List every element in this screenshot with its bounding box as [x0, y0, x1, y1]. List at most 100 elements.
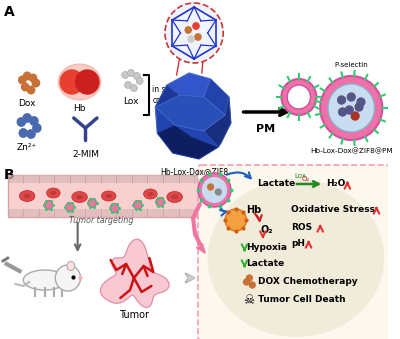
- FancyBboxPatch shape: [198, 165, 389, 339]
- Ellipse shape: [106, 194, 112, 198]
- Circle shape: [188, 36, 194, 42]
- Circle shape: [351, 112, 359, 120]
- Bar: [8, 175, 198, 217]
- Text: Tumor Cell Death: Tumor Cell Death: [258, 295, 346, 303]
- Circle shape: [88, 199, 96, 207]
- Circle shape: [357, 98, 365, 106]
- Circle shape: [355, 103, 363, 111]
- Polygon shape: [204, 79, 229, 115]
- Circle shape: [19, 129, 27, 137]
- Circle shape: [338, 96, 346, 104]
- Circle shape: [198, 173, 231, 207]
- Circle shape: [202, 177, 227, 203]
- Circle shape: [320, 76, 382, 140]
- Circle shape: [193, 23, 199, 29]
- Text: Tumor: Tumor: [119, 310, 149, 320]
- Text: Hypoxia: Hypoxia: [246, 243, 288, 253]
- Circle shape: [136, 78, 143, 84]
- Ellipse shape: [72, 192, 87, 202]
- Circle shape: [78, 276, 82, 280]
- Text: PM: PM: [256, 124, 276, 134]
- Circle shape: [208, 184, 214, 190]
- Circle shape: [134, 200, 142, 210]
- Circle shape: [122, 72, 128, 79]
- Ellipse shape: [171, 195, 178, 199]
- Circle shape: [156, 198, 164, 206]
- Circle shape: [44, 200, 53, 210]
- Circle shape: [32, 79, 40, 87]
- Polygon shape: [100, 239, 169, 307]
- Polygon shape: [155, 95, 225, 131]
- Circle shape: [244, 279, 249, 285]
- Circle shape: [30, 117, 38, 125]
- Text: H₂O₂: H₂O₂: [326, 179, 350, 188]
- Text: Hb: Hb: [246, 205, 262, 215]
- Text: ☠: ☠: [243, 294, 254, 306]
- Text: Zn²⁺: Zn²⁺: [17, 143, 37, 152]
- Text: Lox: Lox: [123, 97, 139, 106]
- Circle shape: [110, 203, 119, 213]
- Circle shape: [66, 202, 74, 212]
- Ellipse shape: [20, 191, 35, 201]
- Circle shape: [22, 83, 29, 91]
- Circle shape: [23, 114, 31, 122]
- Bar: [8, 175, 198, 183]
- Ellipse shape: [76, 195, 83, 199]
- Circle shape: [246, 275, 252, 281]
- Circle shape: [346, 106, 353, 114]
- Text: Oxidative Stress: Oxidative Stress: [291, 205, 375, 215]
- Text: O₂: O₂: [302, 176, 310, 182]
- Text: Lactate: Lactate: [257, 179, 295, 188]
- Circle shape: [76, 70, 99, 94]
- Text: Dox: Dox: [18, 99, 36, 108]
- Ellipse shape: [50, 191, 56, 195]
- Text: Hb: Hb: [73, 104, 86, 113]
- Ellipse shape: [147, 192, 154, 196]
- Circle shape: [60, 70, 84, 94]
- Ellipse shape: [144, 189, 157, 199]
- Circle shape: [27, 86, 35, 94]
- Text: Tumor targeting: Tumor targeting: [69, 216, 133, 225]
- Ellipse shape: [208, 179, 384, 337]
- Circle shape: [249, 282, 255, 288]
- Circle shape: [347, 93, 355, 101]
- Text: P-selectin: P-selectin: [334, 62, 368, 68]
- Text: Lactate: Lactate: [246, 259, 285, 268]
- Text: 2-MIM: 2-MIM: [72, 150, 99, 159]
- Ellipse shape: [67, 261, 75, 271]
- Polygon shape: [155, 85, 204, 131]
- Text: ROS: ROS: [291, 223, 312, 233]
- Ellipse shape: [46, 188, 60, 198]
- Circle shape: [195, 34, 201, 40]
- Circle shape: [281, 79, 316, 115]
- Text: DOX Chemotherapy: DOX Chemotherapy: [258, 278, 358, 286]
- Circle shape: [55, 265, 80, 291]
- Circle shape: [328, 84, 374, 132]
- Ellipse shape: [24, 194, 31, 198]
- Circle shape: [339, 108, 346, 116]
- Text: Hb-Lox-Dox@ZIF8: Hb-Lox-Dox@ZIF8: [160, 167, 228, 176]
- Circle shape: [24, 72, 31, 80]
- Ellipse shape: [102, 191, 116, 201]
- Text: B: B: [4, 168, 14, 182]
- Circle shape: [216, 189, 221, 195]
- Text: O₂: O₂: [260, 225, 272, 235]
- Polygon shape: [167, 73, 210, 97]
- Ellipse shape: [167, 192, 182, 202]
- Ellipse shape: [58, 64, 101, 100]
- Circle shape: [134, 73, 140, 80]
- Circle shape: [17, 118, 26, 126]
- Circle shape: [128, 69, 134, 77]
- Circle shape: [125, 81, 132, 88]
- Circle shape: [130, 84, 137, 92]
- Circle shape: [29, 74, 37, 82]
- Text: in situ
construction: in situ construction: [152, 85, 200, 105]
- Circle shape: [19, 76, 26, 84]
- Polygon shape: [204, 97, 231, 147]
- Text: Lox: Lox: [295, 173, 307, 179]
- Circle shape: [225, 209, 246, 231]
- Polygon shape: [155, 73, 231, 159]
- Ellipse shape: [23, 270, 66, 290]
- Text: A: A: [4, 5, 15, 19]
- Circle shape: [185, 27, 191, 33]
